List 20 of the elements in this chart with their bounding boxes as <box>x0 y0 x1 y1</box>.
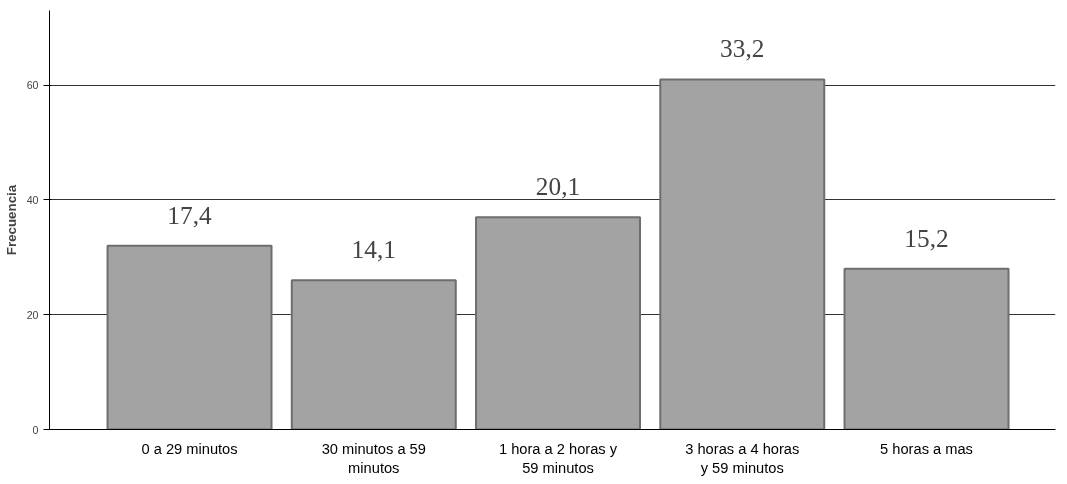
x-tick-label: 1 hora a 2 horas y 59 minutos <box>498 440 618 476</box>
bar <box>290 279 457 430</box>
annotation: 15,2 <box>904 223 949 252</box>
y-tick-label: 40 <box>26 193 39 206</box>
bar <box>659 78 826 430</box>
bar <box>843 267 1010 430</box>
y-tick-label: 60 <box>26 79 39 92</box>
annotation: 14,1 <box>351 235 396 264</box>
x-tick-label: 30 minutos a 59 minutos <box>321 440 426 476</box>
annotation: 17,4 <box>167 200 213 229</box>
annotation: 33,2 <box>720 34 765 63</box>
x-tick-label: 0 a 29 minutos <box>141 440 238 457</box>
annotation: 20,1 <box>535 172 581 201</box>
x-tick-label: 5 horas a mas <box>880 440 973 457</box>
y-axis-title: Frecuencia <box>3 184 19 256</box>
x-tick-label: 3 horas a 4 horas y 59 minutos <box>685 440 800 476</box>
bar <box>106 244 273 430</box>
y-tick-label: 20 <box>26 308 39 321</box>
bar <box>475 216 642 430</box>
y-tick-label: 0 <box>32 423 39 436</box>
